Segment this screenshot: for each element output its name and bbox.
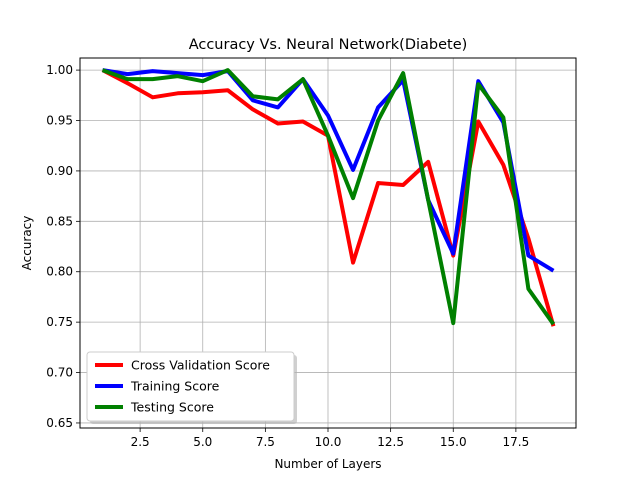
legend: Cross Validation Score Training Score Test… (86, 351, 297, 424)
x-tick-label: 17.5 (503, 435, 530, 449)
x-tick-label: 15.0 (440, 435, 467, 449)
series-line-training-score (102, 68, 555, 273)
y-tick-label: 0.85 (46, 214, 73, 228)
x-axis-ticks: 2.5 5.0 7.5 10.0 12.5 15.0 17.5 (131, 428, 530, 449)
y-tick-label: 0.70 (46, 366, 73, 380)
y-tick-label: 0.80 (46, 265, 73, 279)
x-tick-label: 2.5 (131, 435, 150, 449)
y-tick-label: 0.95 (46, 114, 73, 128)
y-tick-label: 1.00 (46, 63, 73, 77)
legend-label: Cross Validation Score (131, 358, 270, 373)
y-axis-ticks: 0.65 0.70 0.75 0.80 0.85 0.90 0.95 1.00 (46, 63, 80, 430)
x-tick-label: 12.5 (377, 435, 404, 449)
legend-box (86, 351, 295, 422)
x-tick-label: 7.5 (256, 435, 275, 449)
series-lines (101, 68, 556, 327)
legend-label: Training Score (130, 379, 220, 394)
x-tick-label: 10.0 (315, 435, 342, 449)
series-line-testing-score (101, 68, 556, 326)
x-axis-title: Number of Layers (274, 457, 381, 471)
x-tick-label: 5.0 (193, 435, 212, 449)
legend-label: Testing Score (130, 400, 214, 415)
y-tick-label: 0.75 (46, 315, 73, 329)
y-tick-label: 0.65 (46, 416, 73, 430)
legend-entries: Cross Validation Score Training Score Test… (95, 358, 270, 415)
y-tick-label: 0.90 (46, 164, 73, 178)
chart-title: Accuracy Vs. Neural Network(Diabete) (189, 37, 468, 53)
y-axis-title: Accuracy (20, 216, 34, 271)
